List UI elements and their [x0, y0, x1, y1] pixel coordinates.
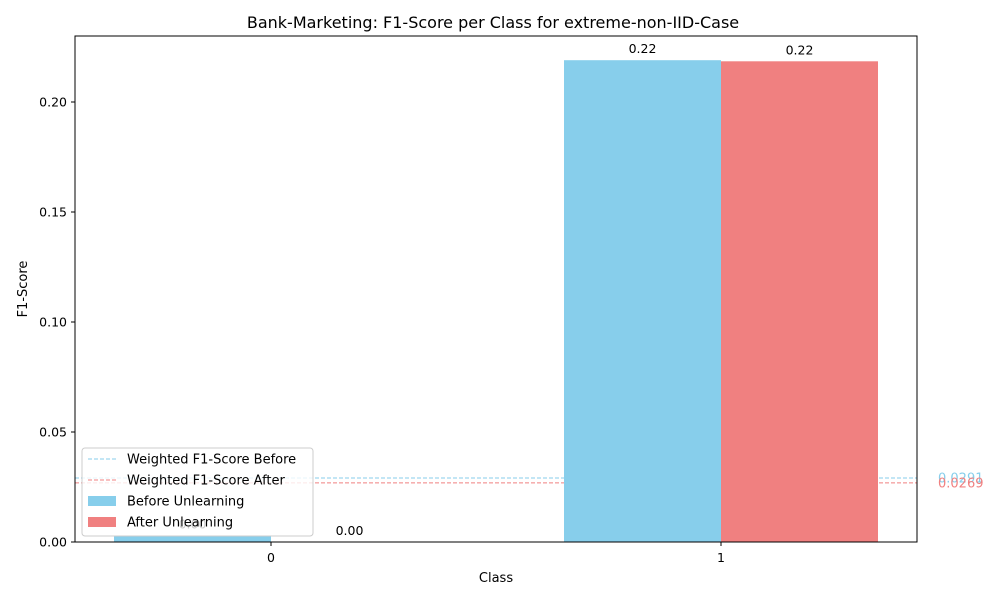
legend-entry-label: Weighted F1-Score Before: [127, 453, 296, 468]
bar-data-label: 0.22: [786, 42, 814, 57]
legend-patch-swatch: [88, 496, 116, 506]
chart-title: Bank-Marketing: F1-Score per Class for e…: [247, 13, 739, 32]
x-axis-label: Class: [479, 571, 513, 586]
legend-entry-label: Before Unlearning: [127, 495, 244, 510]
reference-line-label-0: 0.0291: [938, 471, 984, 486]
legend-patch-swatch: [88, 517, 116, 527]
y-tick-label: 0.20: [39, 95, 67, 110]
legend-entry-label: Weighted F1-Score After: [127, 474, 286, 489]
bar-data-label: 0.22: [629, 41, 657, 56]
axes: 0.00 0.05 0.10 0.15 0.20 0 1: [39, 95, 725, 566]
y-tick-label: 0.05: [39, 425, 67, 440]
legend-entry-label: After Unlearning: [127, 516, 233, 531]
y-tick-label: 0.10: [39, 315, 67, 330]
x-tick-label: 0: [267, 550, 275, 565]
y-tick-label: 0.00: [39, 535, 67, 550]
x-tick-label: 1: [717, 550, 725, 565]
y-tick-label: 0.15: [39, 205, 67, 220]
plot-frame: [74, 35, 918, 543]
bar-data-label: 0.00: [336, 523, 364, 538]
bar-before-unlearning-class-0: [114, 535, 271, 542]
y-axis-label: F1-Score: [16, 261, 31, 318]
bar-before-unlearning-class-1: [564, 60, 721, 542]
reference-line-label-1: 0.0269: [938, 476, 984, 491]
legend: Weighted F1-Score Before Weighted F1-Scor…: [81, 447, 314, 537]
bar-after-unlearning-class-1: [721, 61, 878, 543]
legend-box: [81, 447, 314, 537]
